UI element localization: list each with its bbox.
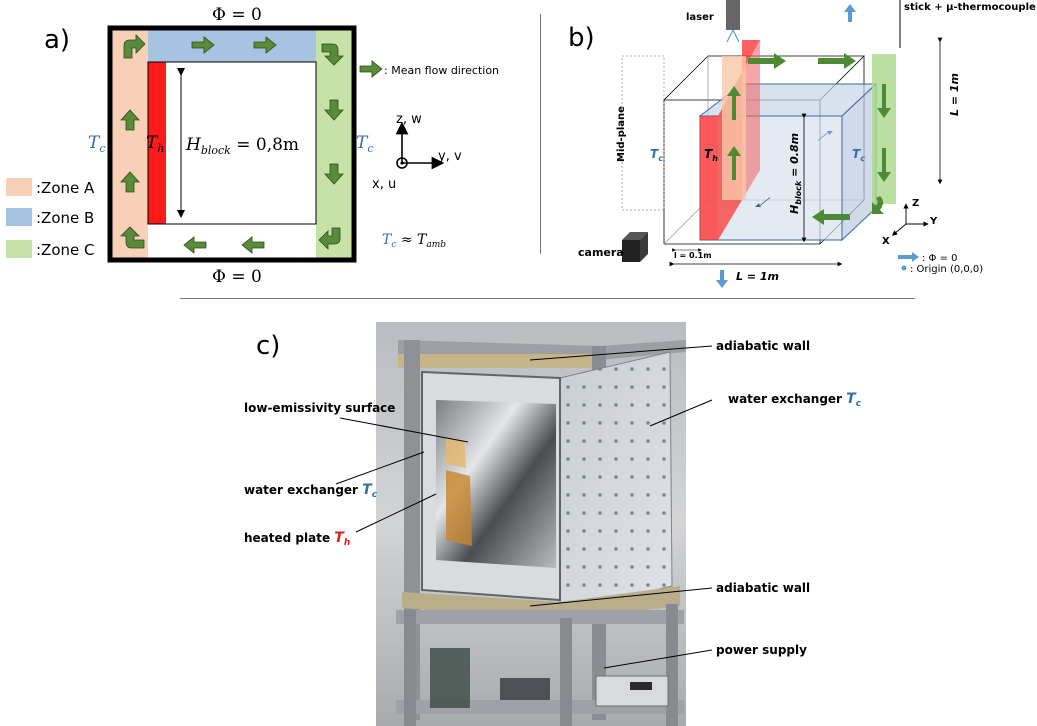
flow-arrow-corner (120, 226, 145, 249)
flow-arrows (120, 34, 344, 254)
laser-device (726, 0, 740, 30)
zone-c-region (316, 30, 352, 258)
phi-bottom-label: Φ = 0 (212, 267, 262, 287)
zone-a-legend: :Zone A (36, 179, 95, 197)
mean-flow-legend-arrow (359, 60, 383, 78)
laser-beam (726, 29, 740, 43)
flow-arrow-corner (321, 43, 344, 66)
annotation-leaders (335, 345, 713, 669)
axis-z-3d: Z (912, 198, 919, 209)
annotation-power-supply: power supply (716, 643, 807, 657)
panel-a-label: a) (44, 25, 70, 55)
annotation-adiabatic-wall-top: adiabatic wall (716, 339, 810, 353)
axis-y-label: y, v (438, 149, 462, 164)
tc-left-label: Tc (88, 133, 106, 155)
phi-legend-label: : Φ = 0 (922, 253, 958, 264)
blue-arrow-3d (755, 197, 770, 207)
flux-arrow-top (844, 4, 856, 22)
axis-z-label: z, w (396, 112, 422, 127)
axis-x-3d: X (882, 236, 890, 247)
mid-plane-label: Mid-plane (616, 106, 627, 162)
axis-y-3d: Y (929, 216, 938, 227)
heated-plate (148, 62, 166, 224)
tc-right-3d: Tc (852, 147, 865, 163)
horizontal-divider (180, 298, 915, 299)
flow-arrow-up (120, 109, 140, 131)
laser-label: laser (686, 12, 714, 23)
camera-device (622, 232, 648, 262)
mid-plane (621, 55, 665, 211)
l-right-label: L = 1m (948, 73, 961, 116)
h-block-3d-label: Hblock = 0.8m (788, 133, 803, 214)
power-supply-device (595, 675, 669, 707)
mean-flow-label: : Mean flow direction (384, 64, 499, 77)
annotation-water-exchanger-left: water exchanger Tc (244, 482, 378, 500)
zone-a-region (112, 30, 148, 258)
small-l-label: l = 0.1m (674, 251, 712, 260)
l-bottom-label: L = 1m (736, 270, 779, 283)
flow-arrow-down (324, 163, 344, 185)
cavity-frame (107, 25, 357, 263)
h-block-label: Hblock = 0,8m (185, 135, 299, 157)
flow-arrow-up (120, 171, 140, 193)
flow-arrows-3d (727, 53, 891, 225)
flow-arrow-corner (123, 34, 146, 59)
annotation-adiabatic-wall-bottom: adiabatic wall (716, 581, 810, 595)
flux-arrow-bottom (716, 270, 728, 288)
flow-arrow-3d (812, 209, 850, 225)
phi-top-label: Φ = 0 (212, 5, 262, 25)
vertical-divider (540, 14, 541, 254)
origin-legend-dot (901, 265, 907, 271)
zone-legend: :Zone A :Zone B :Zone C (6, 178, 95, 259)
flow-arrow-3d (872, 196, 884, 214)
th-label: Th (146, 133, 164, 155)
tc-right-label: Tc (356, 133, 374, 155)
flow-arrow-3d (748, 53, 786, 69)
axis-x-label: x, u (372, 177, 396, 192)
flow-arrow-left (183, 236, 207, 254)
flow-arrow-3d (818, 53, 856, 69)
flow-arrow-right (191, 36, 215, 54)
flow-arrow-right (253, 36, 277, 54)
panel-c-label: c) (256, 331, 280, 361)
origin-legend-label: : Origin (0,0,0) (910, 264, 983, 275)
camera-label: camera (578, 246, 624, 259)
panel-a: a) : Mean flow direction Φ = 0 Φ = 0 Tc … (6, 5, 499, 287)
zone-c-legend: :Zone C (36, 241, 94, 259)
flow-arrow-3d (727, 146, 741, 180)
panel-c: c) (244, 322, 862, 726)
flow-arrow-down (324, 99, 344, 121)
tc-relation: Tc ≈ Tamb (382, 232, 446, 250)
flow-arrow-3d (877, 148, 891, 182)
annotation-heated-plate: heated plate Th (244, 530, 350, 548)
inner-block (147, 61, 317, 225)
setup-photo (376, 322, 686, 726)
phi-legend-arrow (898, 252, 919, 262)
annotation-water-exchanger-right: water exchanger Tc (728, 391, 862, 409)
panel-b-label: b) (568, 23, 595, 53)
flow-arrow-3d (877, 84, 891, 118)
axes-a: z, w y, v x, u (372, 112, 462, 192)
flow-arrow-corner (318, 227, 341, 250)
flow-arrow-3d (727, 86, 741, 120)
th-3d: Th (704, 147, 718, 163)
axes-b (891, 203, 929, 236)
tc-left-3d: Tc (650, 147, 663, 163)
annotation-low-emissivity: low-emissivity surface (244, 401, 395, 415)
zone-b-region (148, 30, 316, 62)
flow-arrow-left (241, 236, 265, 254)
panel-b: b) laser stick + µ-therm (568, 0, 1036, 288)
zone-b-legend: :Zone B (36, 209, 94, 227)
blue-arrow-3d (818, 131, 833, 141)
stick-label: stick + µ-thermocouple (904, 2, 1036, 13)
